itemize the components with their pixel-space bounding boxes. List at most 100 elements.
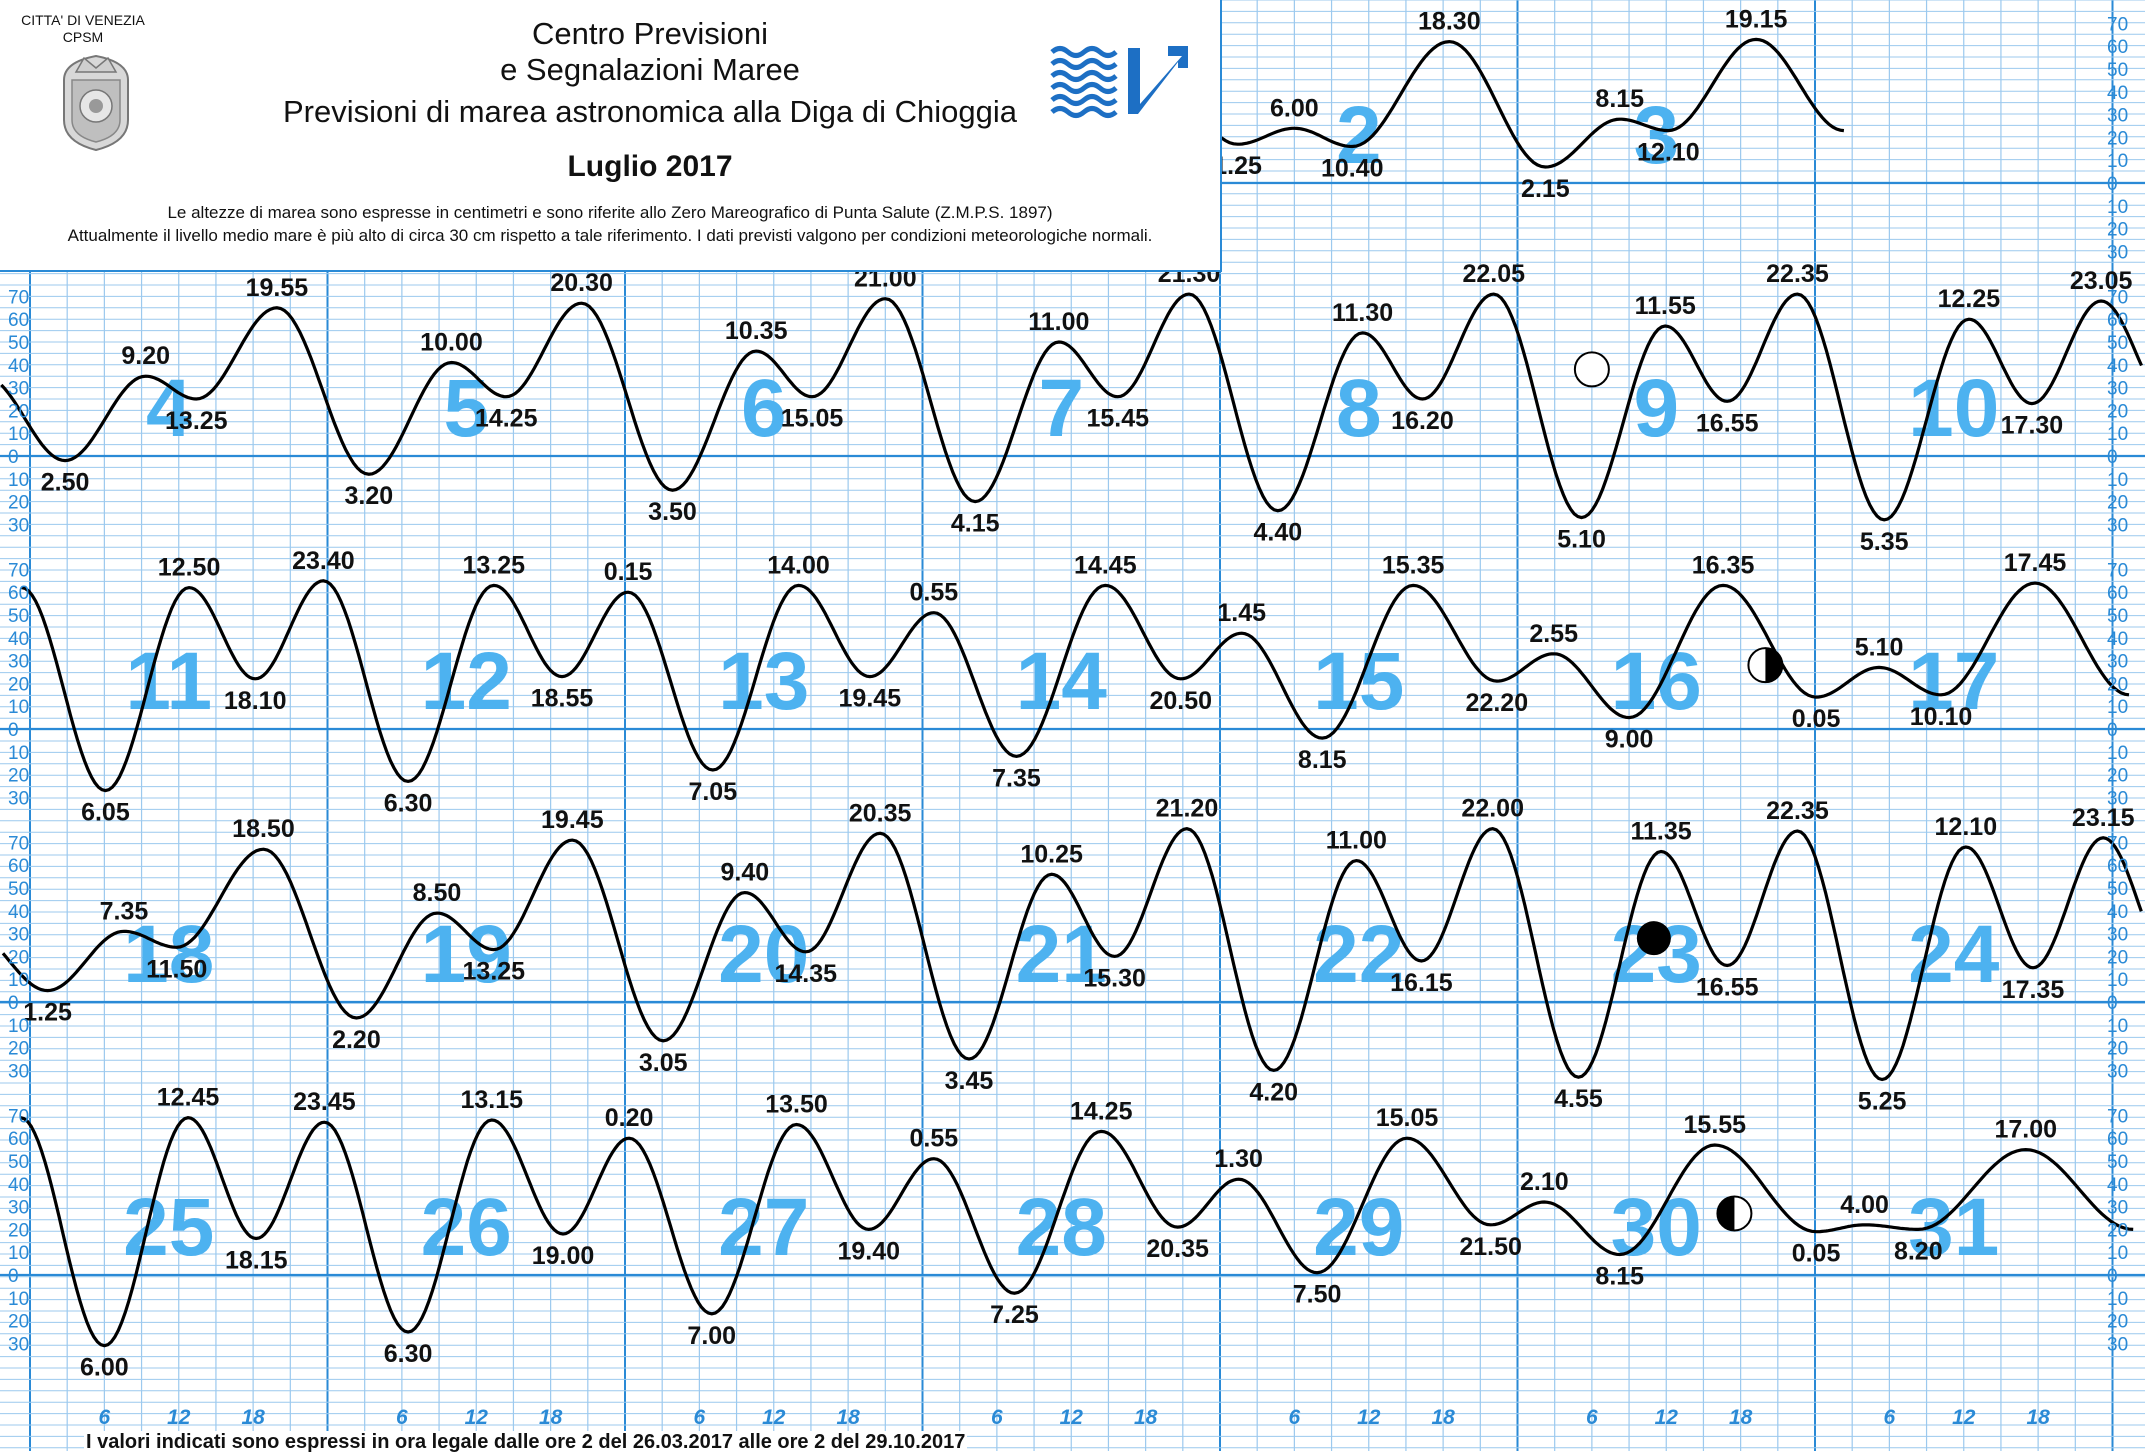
extremum-time-label: 9.20 — [121, 342, 170, 370]
extremum-time-label: 20.30 — [550, 269, 613, 297]
month-title: Luglio 2017 — [567, 150, 733, 183]
extremum-time-label: 22.35 — [1766, 797, 1829, 825]
city-name: CITTA' DI VENEZIA — [21, 12, 145, 28]
extremum-time-label: 11.35 — [1630, 818, 1691, 846]
y-tick-label: 40 — [2107, 902, 2128, 923]
day-number: 27 — [718, 1182, 809, 1273]
extremum-time-label: 4.00 — [1840, 1191, 1889, 1219]
hour-tick-label: 6 — [991, 1406, 1003, 1429]
day-number: 22 — [1313, 909, 1404, 1000]
extremum-time-label: 8.15 — [1595, 1262, 1644, 1290]
extremum-time-label: 10.40 — [1321, 155, 1384, 183]
extremum-time-label: 4.55 — [1554, 1085, 1603, 1113]
extremum-time-label: 21.50 — [1459, 1233, 1522, 1261]
extremum-time-label: 8.50 — [413, 879, 462, 907]
y-tick-label: 40 — [2107, 629, 2128, 650]
extremum-time-label: 14.45 — [1074, 551, 1137, 579]
moon-first-quarter-icon — [1716, 1195, 1753, 1232]
note-line1: Le altezze di marea sono espresse in cen… — [167, 203, 1053, 222]
day-number: 29 — [1313, 1182, 1404, 1273]
y-tick-label: 30 — [2107, 1198, 2128, 1219]
y-tick-label: 20 — [2107, 1039, 2128, 1060]
extremum-time-label: 19.15 — [1725, 5, 1788, 33]
y-tick-label: 70 — [2107, 14, 2128, 35]
tide-curve — [20, 1116, 2134, 1348]
y-tick-label: 60 — [8, 856, 29, 877]
hour-tick-label: 6 — [694, 1406, 706, 1429]
y-tick-label: 60 — [2107, 1129, 2128, 1150]
extremum-time-label: 18.50 — [232, 815, 295, 843]
extremum-time-label: 15.35 — [1382, 551, 1445, 579]
extremum-time-label: 18.10 — [224, 687, 287, 715]
extremum-time-label: 17.35 — [2002, 976, 2065, 1004]
hour-tick-label: 6 — [99, 1406, 111, 1429]
y-tick-label: 20 — [8, 1220, 29, 1241]
y-tick-label: 20 — [2107, 220, 2128, 241]
extremum-time-label: 12.45 — [157, 1084, 220, 1112]
y-tick-label: 70 — [2107, 1106, 2128, 1127]
hour-tick-label: 18 — [1134, 1406, 1158, 1429]
day-number: 21 — [1016, 909, 1107, 1000]
y-tick-label: 20 — [2107, 766, 2128, 787]
y-tick-label: 30 — [2107, 1334, 2128, 1355]
extremum-time-label: 16.55 — [1696, 974, 1759, 1002]
extremum-time-label: 7.25 — [990, 1301, 1039, 1329]
y-tick-label: 10 — [2107, 1016, 2128, 1037]
extremum-time-label: 6.30 — [384, 1340, 433, 1368]
extremum-time-label: 7.50 — [1293, 1281, 1342, 1309]
moon-full-icon — [1573, 351, 1610, 388]
extremum-time-label: 22.05 — [1462, 260, 1525, 288]
y-tick-label: 30 — [2107, 652, 2128, 673]
y-tick-label: 30 — [8, 515, 29, 536]
extremum-time-label: 20.50 — [1149, 687, 1212, 715]
y-tick-label: 70 — [8, 833, 29, 854]
extremum-time-label: 19.00 — [532, 1242, 595, 1270]
y-tick-label: 50 — [2107, 60, 2128, 81]
day-number: 20 — [718, 909, 809, 1000]
extremum-time-label: 22.00 — [1461, 795, 1524, 823]
y-tick-label: 30 — [8, 379, 29, 400]
extremum-time-label: 2.20 — [332, 1026, 381, 1054]
moon-last-quarter-icon — [1747, 647, 1784, 684]
y-tick-label: 0 — [2107, 447, 2118, 468]
y-tick-label: 10 — [8, 970, 29, 991]
y-tick-label: 20 — [2107, 1312, 2128, 1333]
moon-new-icon — [1636, 921, 1671, 956]
city-crest-icon — [63, 54, 129, 152]
extremum-time-label: 19.45 — [839, 685, 902, 713]
extremum-time-label: 14.25 — [1070, 1097, 1133, 1125]
extremum-time-label: 7.35 — [992, 764, 1041, 792]
y-tick-label: 30 — [8, 1198, 29, 1219]
y-tick-label: 10 — [8, 743, 29, 764]
hour-tick-label: 18 — [836, 1406, 860, 1429]
y-tick-label: 0 — [8, 720, 19, 741]
y-tick-label: 40 — [8, 629, 29, 650]
extremum-time-label: 0.20 — [605, 1104, 654, 1132]
hour-tick-label: 12 — [167, 1406, 191, 1429]
y-tick-label: 10 — [8, 1289, 29, 1310]
extremum-time-label: 3.45 — [945, 1067, 994, 1095]
extremum-time-label: 10.10 — [1910, 703, 1973, 731]
day-number: 12 — [421, 636, 512, 727]
city-label: CITTA' DI VENEZIA CPSM — [18, 12, 148, 46]
extremum-time-label: 3.50 — [648, 498, 697, 526]
extremum-time-label: 0.05 — [1792, 705, 1841, 733]
y-tick-label: 20 — [8, 493, 29, 514]
chart-header: CITTA' DI VENEZIA CPSM Centro Previsioni… — [0, 0, 1222, 272]
extremum-time-label: 23.15 — [2072, 804, 2135, 832]
extremum-time-label: 6.00 — [1270, 94, 1319, 122]
extremum-time-label: 2.55 — [1529, 620, 1578, 648]
y-tick-label: 10 — [8, 697, 29, 718]
extremum-time-label: 23.05 — [2070, 267, 2133, 295]
extremum-time-label: 15.30 — [1083, 964, 1146, 992]
extremum-time-label: 5.25 — [1858, 1088, 1907, 1116]
y-tick-label: 70 — [2107, 287, 2128, 308]
extremum-time-label: 19.40 — [838, 1237, 901, 1265]
y-tick-label: 20 — [8, 1039, 29, 1060]
extremum-time-label: 18.15 — [225, 1247, 288, 1275]
extremum-time-label: 9.00 — [1605, 726, 1654, 754]
y-tick-label: 60 — [8, 1129, 29, 1150]
tide-curves — [0, 37, 2143, 1348]
day-number: 11 — [125, 636, 212, 727]
